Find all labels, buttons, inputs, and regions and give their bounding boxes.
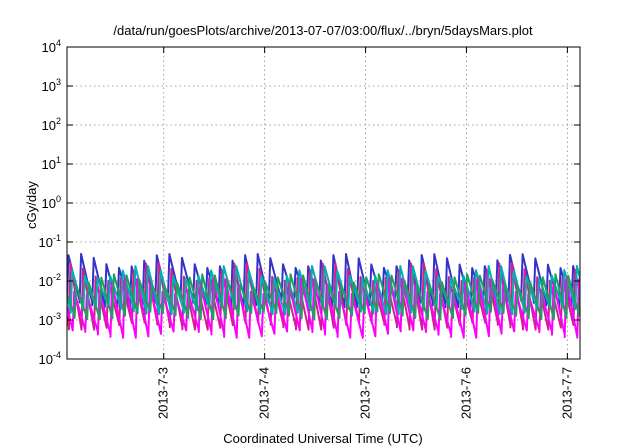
chart-title: /data/run/goesPlots/archive/2013-07-07/0… [113, 23, 533, 38]
y-tick-base: 10 [42, 196, 56, 211]
x-axis-label: Coordinated Universal Time (UTC) [223, 431, 422, 446]
y-tick-exponent: -1 [53, 233, 61, 243]
y-tick-label: 100 [42, 194, 61, 211]
y-tick-base: 10 [42, 40, 56, 55]
y-tick-exponent: 4 [56, 38, 61, 48]
y-tick-exponent: -3 [53, 311, 61, 321]
y-tick-label: 103 [42, 77, 61, 94]
series-lines [67, 252, 580, 339]
y-tick-base: 10 [39, 352, 53, 367]
y-tick-base: 10 [42, 118, 56, 133]
series-line [67, 264, 580, 316]
y-tick-label: 10-1 [39, 233, 61, 250]
y-tick-label: 10-3 [39, 311, 61, 328]
y-tick-base: 10 [39, 235, 53, 250]
y-tick-label: 104 [42, 38, 61, 55]
x-tick-label: 2013-7-5 [358, 367, 373, 419]
x-tick-label: 2013-7-7 [559, 367, 574, 419]
y-tick-exponent: -2 [53, 272, 61, 282]
y-tick-exponent: 2 [56, 116, 61, 126]
x-tick-label: 2013-7-6 [458, 367, 473, 419]
series-line [67, 273, 580, 321]
y-tick-exponent: 0 [56, 194, 61, 204]
y-tick-label: 10-4 [39, 350, 61, 367]
y-tick-base: 10 [39, 313, 53, 328]
x-tick-label: 2013-7-4 [257, 367, 272, 419]
y-axis-label: cGy/day [24, 181, 39, 229]
y-tick-base: 10 [42, 157, 56, 172]
y-tick-exponent: -4 [53, 350, 61, 360]
y-tick-label: 102 [42, 116, 61, 133]
y-tick-label: 10-2 [39, 272, 61, 289]
y-tick-base: 10 [39, 274, 53, 289]
plot-frame [66, 46, 581, 360]
y-tick-exponent: 1 [56, 155, 61, 165]
y-tick-label: 101 [42, 155, 61, 172]
y-tick-exponent: 3 [56, 77, 61, 87]
x-tick-label: 2013-7-3 [156, 367, 171, 419]
y-tick-base: 10 [42, 79, 56, 94]
series-line [67, 277, 580, 339]
